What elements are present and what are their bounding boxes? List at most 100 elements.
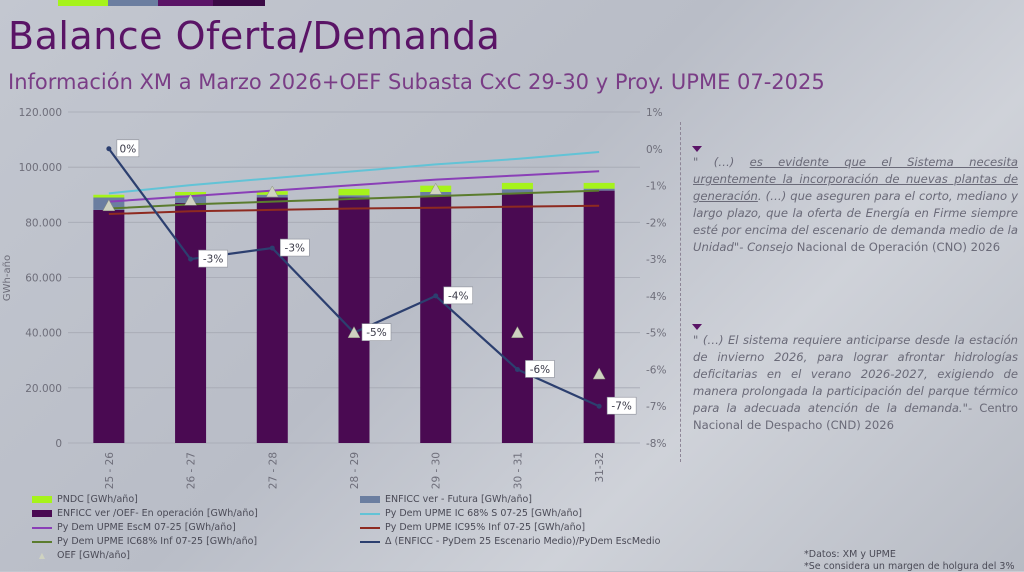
quote-prefix: (…) xyxy=(713,155,750,169)
delta-label: -6% xyxy=(530,364,550,376)
legend-item-pndc: PNDC [GWh/año] xyxy=(32,494,138,505)
bar-pndc xyxy=(501,182,533,190)
legend-item-operacion: ENFICC ver /OEF- En operación [GWh/año] xyxy=(32,508,258,519)
oef-marker xyxy=(265,185,279,198)
legend-label: PNDC [GWh/año] xyxy=(57,494,138,505)
accent-bar-green xyxy=(58,0,108,6)
legend-item-futura: ENFICC ver - Futura [GWh/año] xyxy=(360,494,532,505)
delta-label-box xyxy=(443,286,474,305)
delta-label-box xyxy=(525,360,555,378)
delta-label: 0% xyxy=(120,143,137,155)
quote-open-mark: " xyxy=(693,333,699,347)
delta-label-box xyxy=(116,139,140,158)
oef-marker xyxy=(102,199,116,212)
quote-prefix: (…) xyxy=(702,333,728,347)
legend-item-py-escm: Py Dem UPME EscM 07-25 [GWh/año] xyxy=(32,522,236,533)
bar-operacion xyxy=(501,193,533,443)
x-tick-label: 25 - 26 xyxy=(104,452,116,490)
legend-swatch-py-escm xyxy=(32,526,52,529)
bar-pndc xyxy=(93,194,125,198)
legend-label: Py Dem UPME IC 68% S 07-25 [GWh/año] xyxy=(385,508,583,519)
y-tick-label: 0 xyxy=(55,438,62,450)
delta-label: -5% xyxy=(366,327,386,339)
oef-marker xyxy=(184,193,197,206)
legend-item-py-ic68inf: Py Dem UPME IC68% Inf 07-25 [GWh/año] xyxy=(32,536,257,547)
quote-cno: " (…) es evidente que el Sistema necesit… xyxy=(692,146,1018,256)
chart-divider xyxy=(680,122,681,462)
page-subtitle: Información XM a Marzo 2026+OEF Subasta … xyxy=(8,70,825,94)
y2-tick-label: -1% xyxy=(646,181,666,193)
bar-futura xyxy=(338,195,370,198)
delta-point xyxy=(596,403,602,409)
delta-label: -3% xyxy=(285,243,305,255)
legend-item-delta: Δ (ENFICC - PyDem 25 Escenario Medio)/Py… xyxy=(360,536,660,547)
y-tick-label: 120.000 xyxy=(19,107,62,119)
y2-tick-label: -7% xyxy=(646,401,666,413)
legend-label: ENFICC ver /OEF- En operación [GWh/año] xyxy=(57,508,258,519)
bar-operacion xyxy=(93,209,125,443)
legend-item-oef: ▲ OEF [GWh/año] xyxy=(32,550,130,561)
bar-pndc xyxy=(583,182,615,189)
quote-marker xyxy=(692,146,702,152)
delta-point xyxy=(188,256,194,262)
page-title: Balance Oferta/Demanda xyxy=(8,14,501,58)
delta-label-box xyxy=(198,249,228,268)
oef-marker xyxy=(592,367,606,380)
oef-marker xyxy=(429,182,443,195)
legend-label: Py Dem UPME IC68% Inf 07-25 [GWh/año] xyxy=(57,536,258,547)
footnote-data-source: *Datos: XM y UPME xyxy=(804,549,896,560)
legend-swatch-pndc xyxy=(32,496,52,503)
delta-label: -7% xyxy=(611,401,631,413)
legend-label: ENFICC ver - Futura [GWh/año] xyxy=(385,494,533,505)
legend-swatch-futura xyxy=(360,496,380,503)
accent-bar-purple xyxy=(158,0,213,6)
y2-tick-label: -4% xyxy=(646,291,666,303)
legend-label: Py Dem UPME EscM 07-25 [GWh/año] xyxy=(57,522,236,533)
delta-point xyxy=(433,293,439,299)
quote-body: . (…) que aseguren para el corto, median… xyxy=(693,189,1018,254)
legend-item-py-ic68s: Py Dem UPME IC 68% S 07-25 [GWh/año] xyxy=(360,508,582,519)
delta-point xyxy=(269,245,275,251)
y2-tick-label: -3% xyxy=(646,254,666,266)
delta-label: -4% xyxy=(448,290,468,302)
legend-swatch-py-ic68s xyxy=(360,512,380,515)
legend-label: Δ (ENFICC - PyDem 25 Escenario Medio)/Py… xyxy=(385,536,661,547)
delta-point xyxy=(106,146,112,152)
legend-label: OEF [GWh/año] xyxy=(57,550,131,561)
delta-point xyxy=(514,366,520,372)
quote-open-mark: " xyxy=(693,155,699,169)
accent-bar-slate xyxy=(108,0,158,6)
legend-swatch-delta xyxy=(360,540,380,543)
x-tick-label: 29 - 30 xyxy=(431,452,443,489)
y2-tick-label: -2% xyxy=(646,217,666,229)
y-axis-label: GWh-año xyxy=(2,255,13,301)
bar-pndc xyxy=(338,188,370,196)
oef-marker xyxy=(347,326,361,338)
quote-cnd: " (…) El sistema requiere anticiparse de… xyxy=(692,324,1019,434)
legend-swatch-py-ic95inf xyxy=(360,526,380,529)
y-tick-label: 40.000 xyxy=(25,328,62,340)
footnote-margin: *Se considera un margen de holgura del 3… xyxy=(804,561,1015,572)
delta-label-box xyxy=(279,238,310,257)
y-tick-label: 60.000 xyxy=(25,273,62,285)
y2-tick-label: -6% xyxy=(646,364,666,376)
quote-underlined: es evidente que el Sistema necesita urge… xyxy=(693,155,1018,203)
accent-bar-dark-purple xyxy=(213,0,265,6)
y-tick-label: 100.000 xyxy=(19,162,62,174)
quote-source: Nacional de Operación (CNO) 2026 xyxy=(793,240,1001,254)
bar-pndc xyxy=(175,191,207,196)
quote-body: El sistema requiere anticiparse desde la… xyxy=(693,333,1019,415)
x-tick-label: 28 - 29 xyxy=(349,452,361,489)
x-tick-label: 26 - 27 xyxy=(186,452,198,489)
x-tick-label: 27 - 28 xyxy=(267,452,279,489)
x-tick-label: 31-32 xyxy=(594,452,606,483)
delta-label-box xyxy=(361,323,392,341)
legend-swatch-operacion xyxy=(32,510,52,517)
bar-futura xyxy=(583,188,615,191)
legend-label: Py Dem UPME IC95% Inf 07-25 [GWh/año] xyxy=(385,522,586,533)
y-tick-label: 80.000 xyxy=(25,217,62,229)
y2-tick-label: -5% xyxy=(646,328,666,340)
y-tick-label: 20.000 xyxy=(25,383,62,395)
bar-operacion xyxy=(420,196,452,443)
y2-tick-label: 0% xyxy=(646,144,663,156)
